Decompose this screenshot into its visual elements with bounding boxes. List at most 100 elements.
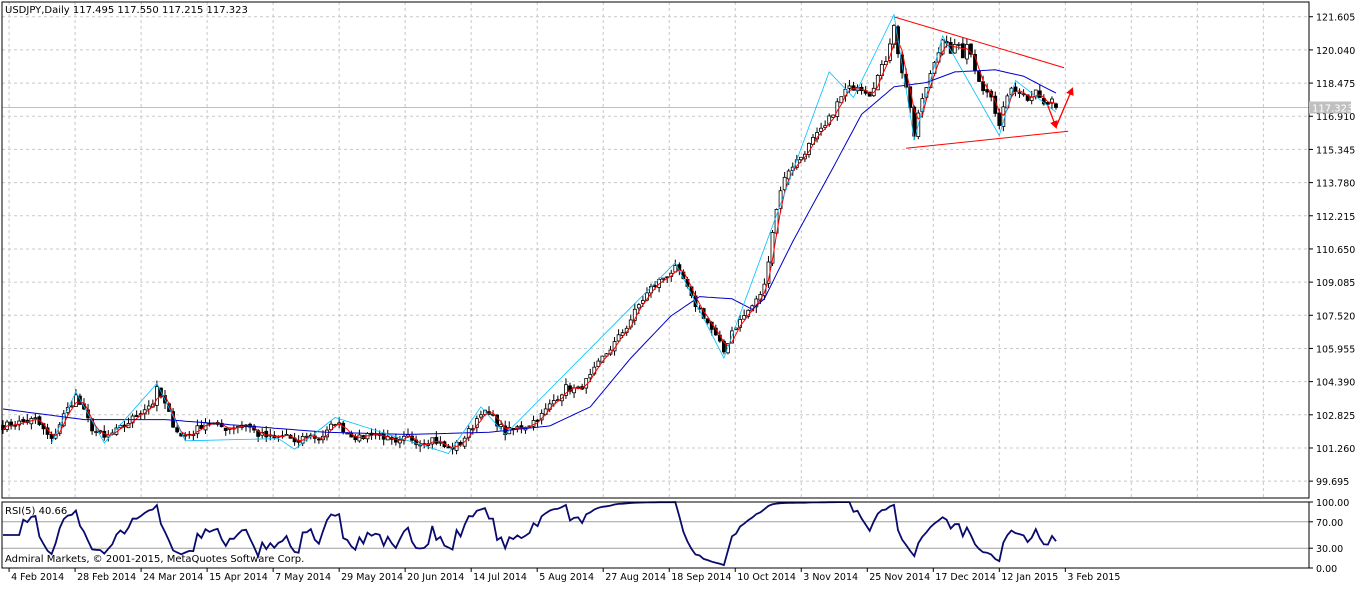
candle-body	[13, 424, 18, 427]
candle	[142, 404, 147, 419]
candle-body	[74, 394, 78, 407]
price-tick-label: 105.955	[1316, 344, 1355, 355]
price-tick-label: 110.650	[1316, 245, 1355, 256]
candle	[29, 416, 34, 430]
candle	[697, 305, 702, 313]
candle-body	[762, 283, 767, 297]
candle	[738, 315, 742, 332]
time-tick-label: 24 Mar 2014	[143, 572, 203, 583]
candle-body	[564, 384, 568, 396]
candle-body	[661, 277, 666, 280]
chart-frames	[1, 1, 1310, 569]
time-tick-label: 20 Jun 2014	[407, 572, 464, 583]
time-tick-label: 17 Dec 2014	[935, 572, 996, 583]
candle	[705, 318, 710, 325]
candle	[969, 43, 973, 58]
candle	[17, 415, 22, 431]
price-tick-label: 109.085	[1316, 278, 1355, 289]
candle-body	[357, 434, 362, 442]
price-tick-label: 120.040	[1316, 46, 1355, 57]
candle	[33, 412, 38, 424]
candle-body	[819, 127, 823, 132]
candle-body	[1013, 86, 1018, 92]
rsi-series	[3, 501, 1057, 567]
rsi-panel-frame	[1, 501, 1310, 569]
candle	[353, 433, 358, 443]
candle	[191, 430, 196, 441]
rsi-line	[3, 501, 1057, 567]
price-tick-label: 116.910	[1316, 112, 1355, 123]
candle	[616, 329, 621, 343]
candle-body	[430, 437, 435, 445]
candle-body	[154, 386, 159, 406]
candle-body	[21, 419, 26, 423]
candle-body	[1037, 90, 1042, 98]
candle-body	[434, 436, 439, 444]
candle	[985, 83, 990, 98]
candle-body	[892, 25, 896, 45]
candle-body	[742, 315, 747, 320]
candle	[531, 415, 536, 431]
candle	[827, 113, 832, 127]
candle-body	[960, 43, 965, 59]
candle-body	[782, 176, 787, 191]
candle-body	[632, 308, 637, 321]
candle-body	[195, 425, 200, 435]
candle-body	[952, 44, 957, 54]
time-tick-label: 28 Feb 2014	[77, 572, 136, 583]
candle	[1037, 84, 1042, 99]
candle	[568, 382, 572, 395]
candle	[280, 430, 285, 439]
rsi-axis: 100.00 70.00 30.00 0.00	[1309, 498, 1349, 575]
candle-body	[997, 112, 1002, 126]
candle	[9, 418, 14, 430]
candle-body	[616, 334, 621, 342]
candle-body	[134, 415, 139, 417]
time-tick-label: 3 Feb 2015	[1067, 572, 1120, 583]
price-tick-label: 102.825	[1316, 411, 1355, 422]
candle-body	[146, 405, 151, 410]
time-tick-label: 10 Oct 2014	[737, 572, 796, 583]
current-price-label: 117.323	[1312, 103, 1353, 114]
time-tick-label: 27 Aug 2014	[605, 572, 666, 583]
time-tick-label: 12 Jan 2015	[1001, 572, 1058, 583]
candle	[25, 414, 30, 425]
candle	[357, 429, 362, 443]
candle-body	[940, 39, 945, 55]
time-tick-label: 7 May 2014	[275, 572, 331, 583]
candle-body	[1001, 106, 1006, 127]
price-tick-label: 104.390	[1316, 378, 1355, 389]
candle-body	[33, 417, 38, 420]
rsi-tick-label: 30.00	[1316, 544, 1343, 555]
candle-body	[722, 340, 726, 353]
current-price-tag: 117.323	[1309, 101, 1353, 114]
price-axis: 121.605 120.040 118.475 116.910 115.345 113.7…	[1309, 13, 1355, 488]
projection-arrows	[1047, 87, 1074, 129]
candle	[385, 429, 390, 441]
candle-body	[1029, 96, 1034, 101]
candle	[369, 428, 374, 440]
candle-body	[924, 87, 929, 98]
candle-body	[636, 304, 641, 309]
candle	[231, 425, 236, 435]
candle	[507, 421, 512, 435]
candle-body	[478, 414, 483, 418]
candle-body	[199, 424, 204, 429]
price-tick-label: 121.605	[1316, 13, 1355, 24]
candle-body	[705, 318, 710, 324]
price-tick-label: 113.780	[1316, 179, 1355, 190]
candle-body	[223, 427, 228, 431]
candle	[284, 429, 289, 436]
price-tick-label: 112.215	[1316, 212, 1355, 223]
candle	[248, 422, 252, 433]
candle-body	[969, 43, 973, 55]
candle	[839, 96, 844, 104]
candle-body	[965, 44, 969, 60]
candle-body	[798, 156, 803, 161]
rsi-tick-label: 70.00	[1316, 518, 1343, 529]
candle-body	[738, 319, 742, 328]
candle-body	[847, 85, 852, 89]
candle	[244, 423, 248, 432]
